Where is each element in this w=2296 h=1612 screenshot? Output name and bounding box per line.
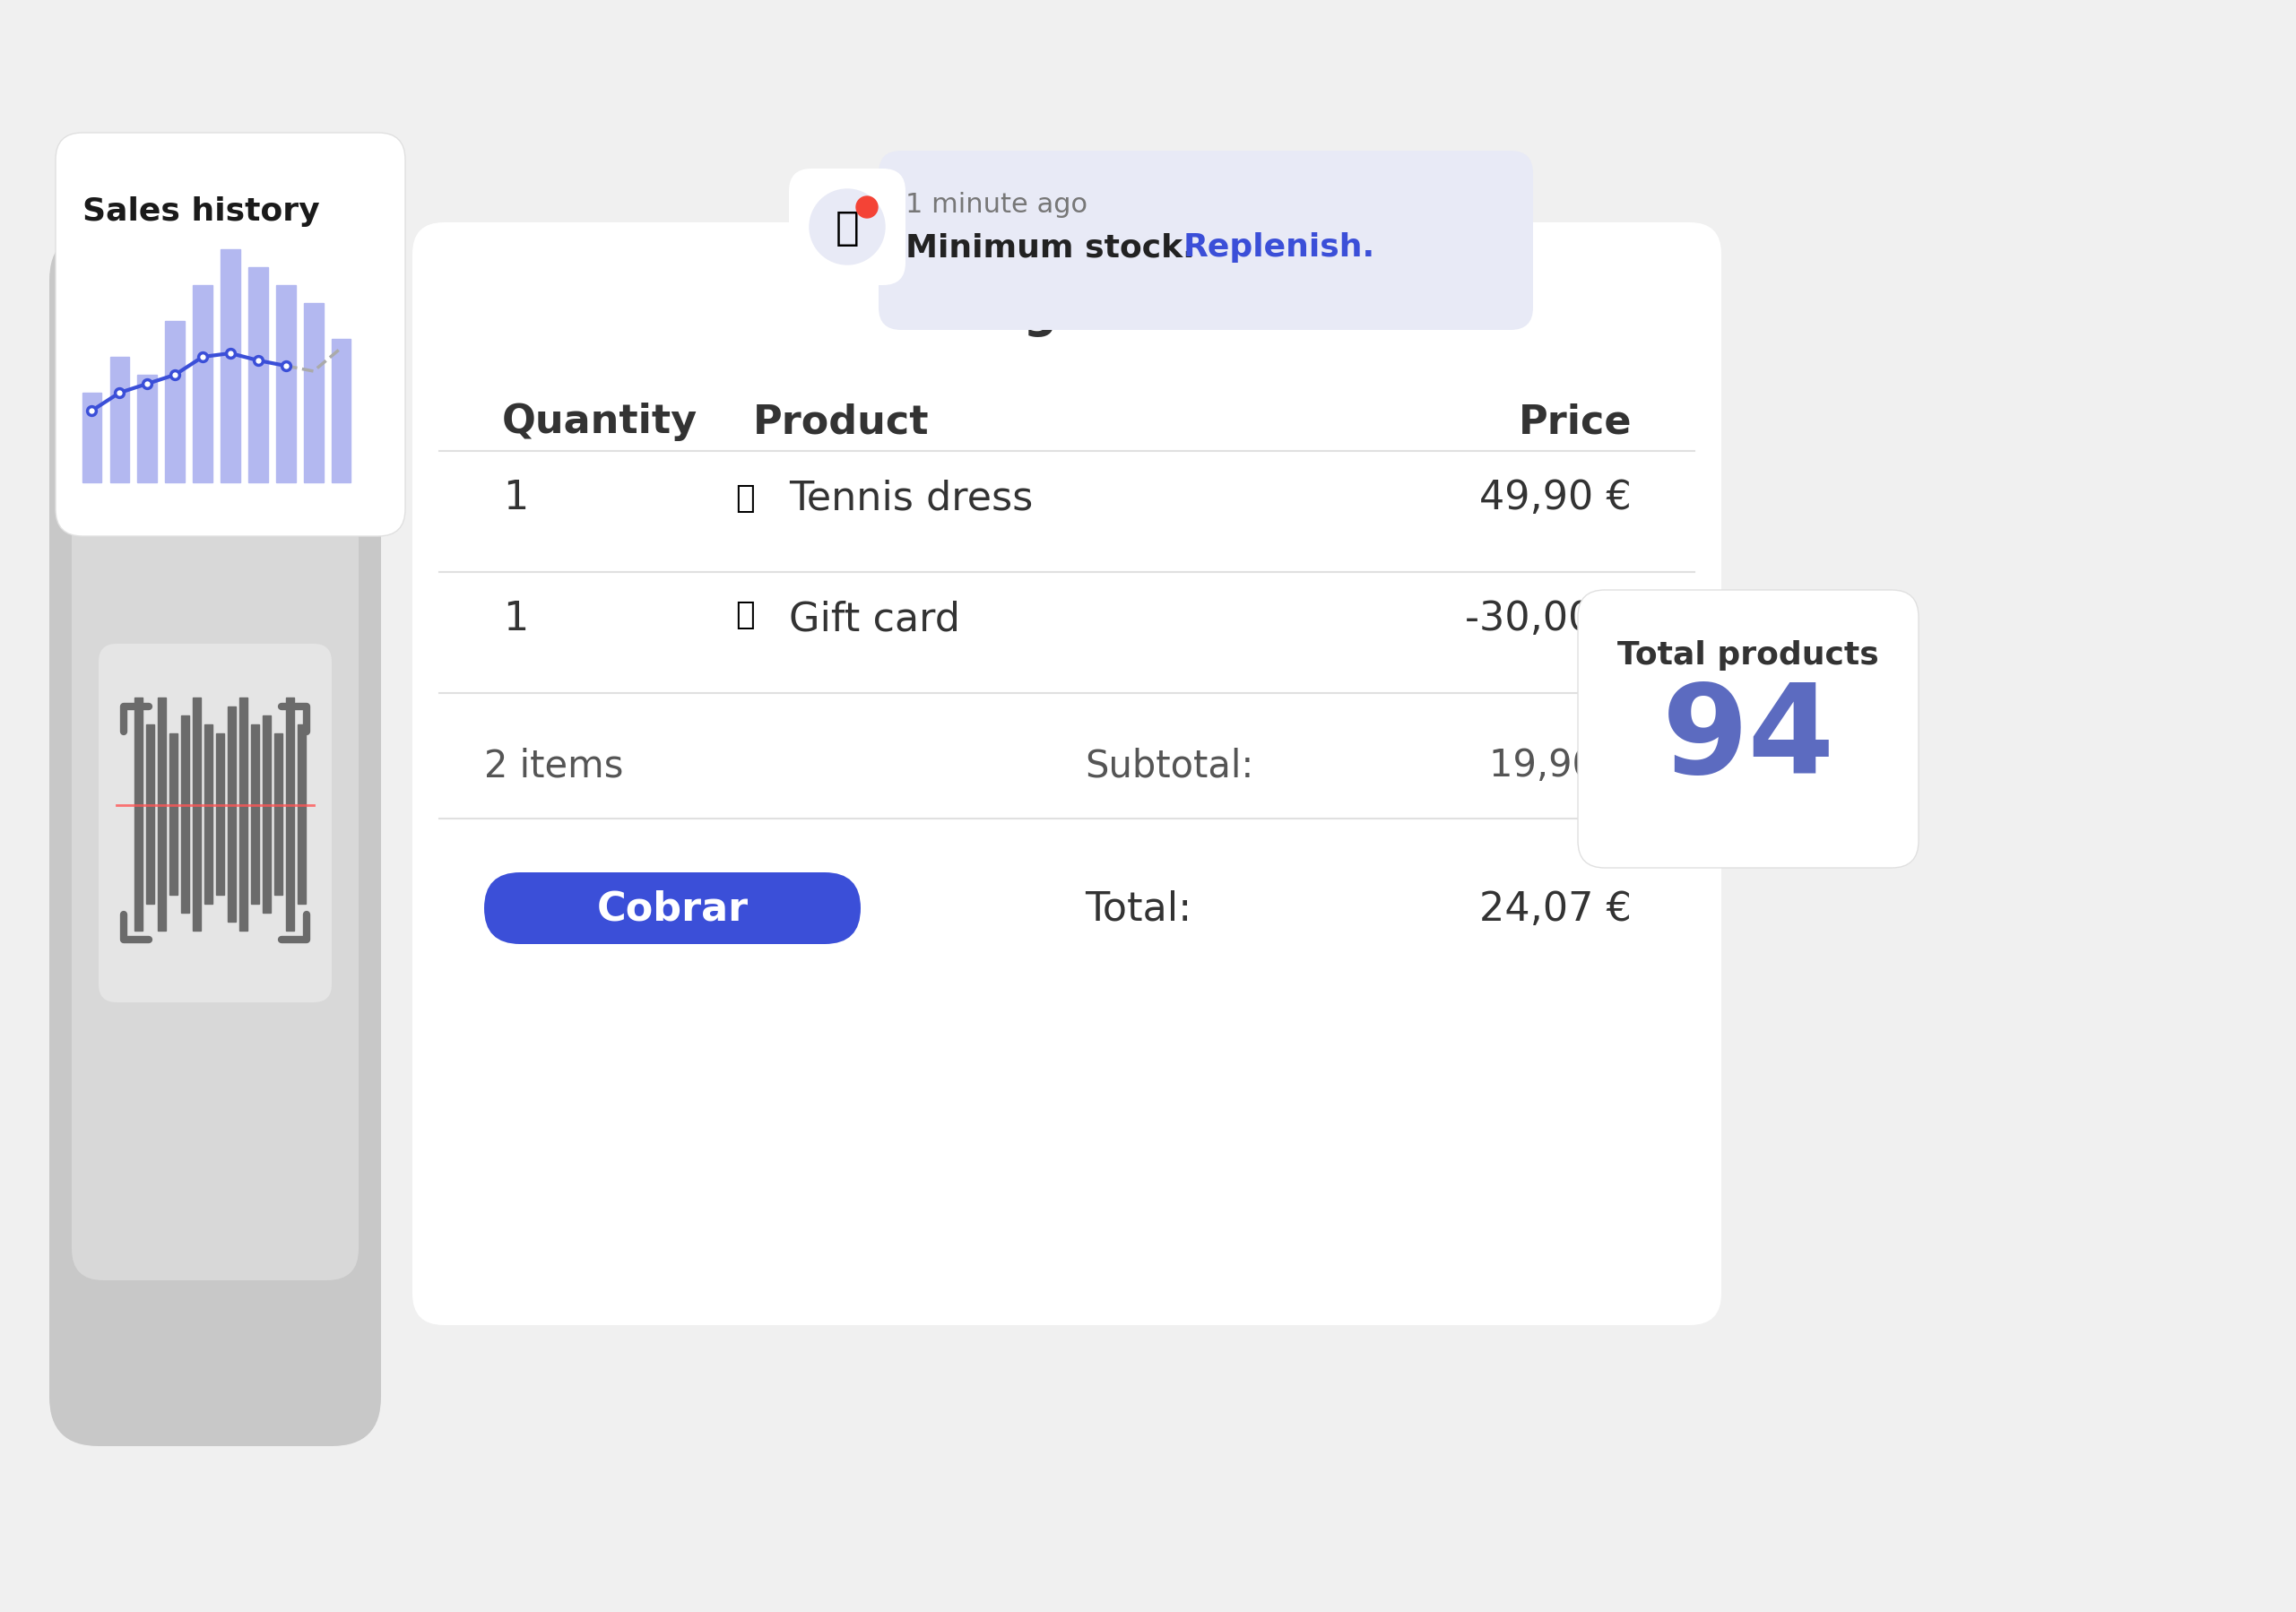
Bar — [204, 725, 214, 904]
Text: Gift card: Gift card — [790, 600, 960, 638]
FancyBboxPatch shape — [484, 872, 861, 945]
Bar — [170, 733, 177, 895]
Bar — [248, 268, 269, 484]
Text: Total products: Total products — [1616, 640, 1878, 671]
Bar — [276, 285, 296, 484]
Bar — [287, 698, 294, 932]
FancyBboxPatch shape — [1577, 590, 1919, 869]
Text: 1 minute ago: 1 minute ago — [905, 192, 1088, 218]
Bar — [138, 376, 156, 484]
Bar — [216, 733, 225, 895]
Text: 49,90 €: 49,90 € — [1479, 479, 1632, 517]
Bar — [147, 725, 154, 904]
Text: 24,07 €: 24,07 € — [1479, 890, 1632, 929]
Bar — [181, 716, 188, 912]
Text: 🔔: 🔔 — [836, 208, 859, 247]
Text: 2 items: 2 items — [484, 746, 625, 783]
FancyBboxPatch shape — [55, 134, 404, 537]
Bar — [262, 716, 271, 912]
Text: 94: 94 — [1662, 679, 1835, 800]
Text: Product: Product — [753, 403, 930, 440]
Text: Minimum stock.: Minimum stock. — [905, 232, 1205, 263]
FancyBboxPatch shape — [99, 645, 331, 1003]
Point — [156, 363, 193, 388]
Bar — [331, 340, 351, 484]
Bar — [83, 393, 101, 484]
Text: 🎁: 🎁 — [735, 600, 755, 630]
Text: Price: Price — [1518, 403, 1632, 440]
Text: Cobrar: Cobrar — [597, 890, 748, 929]
Point — [129, 371, 165, 397]
Text: Total:: Total: — [1084, 890, 1192, 929]
FancyBboxPatch shape — [48, 232, 381, 1446]
Point — [184, 345, 220, 371]
Point — [239, 348, 276, 374]
Bar — [135, 698, 142, 932]
Bar — [239, 698, 248, 932]
Bar — [193, 698, 200, 932]
FancyBboxPatch shape — [790, 169, 905, 285]
Bar — [193, 285, 214, 484]
Bar — [227, 708, 236, 922]
Bar — [298, 725, 305, 904]
FancyBboxPatch shape — [413, 222, 1722, 1325]
Point — [266, 353, 303, 379]
Point — [73, 398, 110, 424]
Circle shape — [810, 190, 884, 266]
Text: Sales history: Sales history — [83, 197, 319, 227]
Bar — [110, 358, 129, 484]
Text: -30,00 €: -30,00 € — [1465, 600, 1632, 638]
Point — [211, 342, 248, 368]
Bar — [165, 322, 184, 484]
Text: Replenish.: Replenish. — [1182, 232, 1375, 263]
Bar — [158, 698, 165, 932]
Bar — [273, 733, 282, 895]
Text: 19,90 €: 19,90 € — [1490, 746, 1632, 783]
Point — [101, 380, 138, 406]
Bar — [220, 250, 241, 484]
Text: 👗: 👗 — [735, 484, 755, 514]
Text: Tennis dress: Tennis dress — [790, 479, 1033, 517]
Bar — [303, 303, 324, 484]
Circle shape — [856, 197, 877, 219]
Text: 1: 1 — [503, 479, 528, 517]
Bar — [250, 725, 259, 904]
Text: Quantity: Quantity — [503, 403, 698, 440]
FancyBboxPatch shape — [879, 152, 1534, 330]
FancyBboxPatch shape — [71, 340, 358, 1280]
Text: Register: Register — [955, 290, 1180, 337]
Text: Subtotal:: Subtotal: — [1084, 746, 1254, 783]
Text: 1: 1 — [503, 600, 528, 638]
